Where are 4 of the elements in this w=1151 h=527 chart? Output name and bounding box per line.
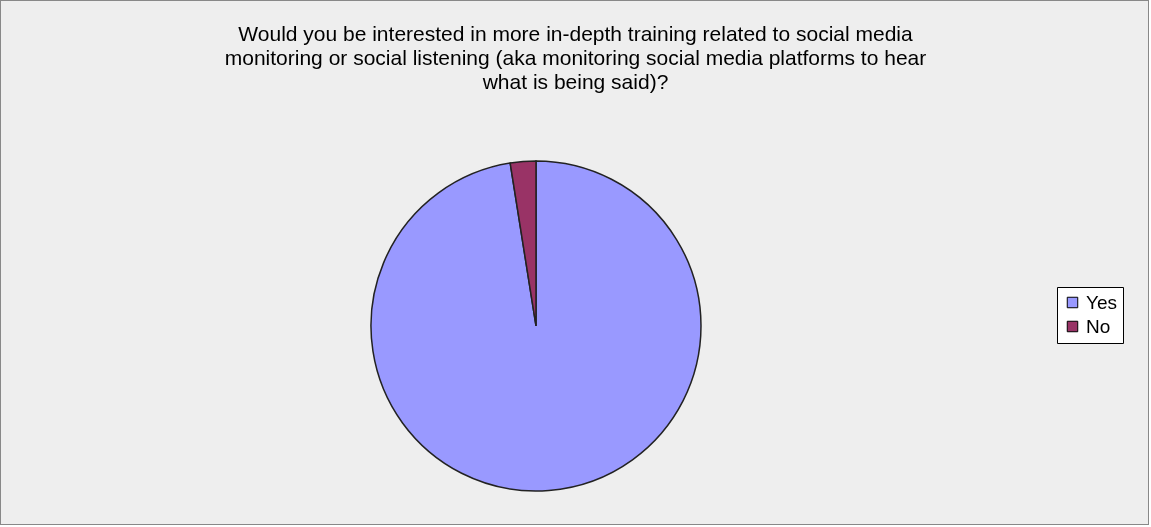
legend-label: Yes: [1086, 291, 1117, 313]
legend-label: No: [1086, 315, 1111, 337]
chart-title: Would you be interested in more in-depth training related to social media monitoring or social listening (aka monitoring social media platforms to hear what is being said)?: [224, 22, 927, 93]
pie-slice: [370, 160, 702, 492]
